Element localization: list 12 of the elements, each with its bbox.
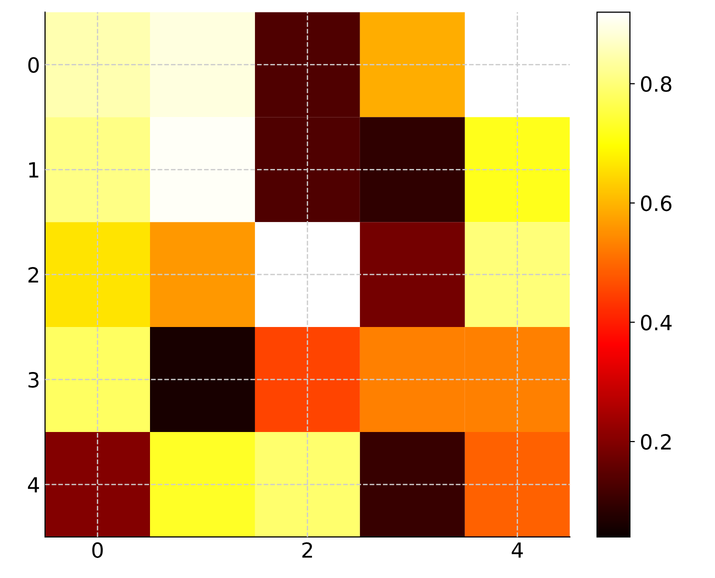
y-tick-label: 4: [28, 477, 40, 492]
y-tick-label: 1: [29, 162, 38, 178]
color-bar-label: 0.2: [641, 434, 671, 450]
x-tick-label: 0: [92, 542, 103, 558]
color-bar-label: 0.6: [641, 195, 672, 212]
x-tick-label: 2: [302, 542, 312, 558]
color-bar-label: 0.4: [641, 314, 672, 330]
color-bar-label: 0.8: [641, 76, 672, 92]
y-tick-label: 0: [28, 57, 39, 73]
y-tick-label: 2: [28, 267, 38, 282]
y-tick-label: 3: [28, 372, 39, 388]
x-tick-label: 4: [512, 542, 523, 558]
